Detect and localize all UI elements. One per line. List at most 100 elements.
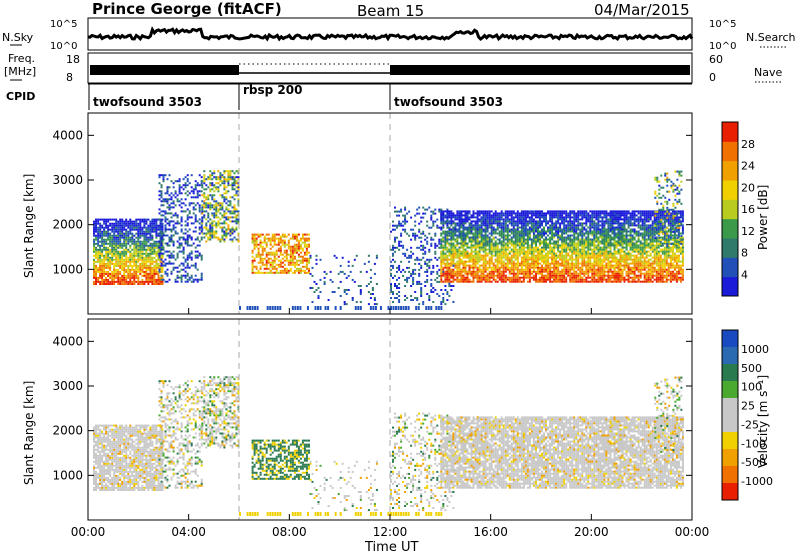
power-cell — [501, 241, 503, 243]
power-cell — [191, 281, 193, 283]
power-cell — [571, 241, 573, 243]
power-cell — [444, 233, 446, 235]
power-cell — [306, 262, 308, 264]
power-cell — [221, 174, 223, 176]
power-cell — [119, 263, 121, 265]
power-cell — [187, 178, 189, 180]
power-cell — [177, 198, 179, 200]
power-cell — [465, 241, 467, 243]
power-cell — [179, 180, 181, 182]
power-cell — [284, 234, 286, 236]
power-cell — [149, 253, 151, 255]
power-cell — [529, 249, 531, 251]
power-cell — [551, 271, 553, 273]
power-cell — [227, 210, 229, 212]
power-cell — [404, 295, 406, 297]
power-cell — [163, 198, 165, 200]
power-cell — [503, 273, 505, 275]
power-cell — [489, 212, 491, 214]
power-cell — [290, 270, 292, 272]
power-cell — [477, 281, 479, 283]
power-cell — [93, 249, 95, 251]
power-cell — [153, 241, 155, 243]
power-cell — [99, 247, 101, 249]
power-cell — [581, 212, 583, 214]
power-cell — [557, 249, 559, 251]
power-cell — [201, 184, 203, 186]
power-cell — [513, 210, 515, 212]
power-cell — [101, 275, 103, 277]
power-cell — [125, 259, 127, 261]
power-cell — [519, 243, 521, 245]
power-cell — [483, 259, 485, 261]
power-cell — [141, 219, 143, 221]
power-cell — [107, 233, 109, 235]
power-cell — [296, 236, 298, 238]
power-cell — [312, 275, 314, 277]
power-cell — [477, 245, 479, 247]
power-cell — [585, 273, 587, 275]
power-cell — [278, 266, 280, 268]
power-cell — [446, 275, 448, 277]
power-cell — [446, 267, 448, 269]
power-cell — [149, 245, 151, 247]
power-cell — [527, 277, 529, 279]
power-cell — [404, 285, 406, 287]
power-cell — [195, 255, 197, 257]
power-cell — [99, 245, 101, 247]
power-cell — [545, 231, 547, 233]
power-cell — [465, 218, 467, 220]
power-cell — [135, 261, 137, 263]
power-cell — [207, 198, 209, 200]
power-cell — [125, 245, 127, 247]
power-cell — [158, 277, 160, 279]
power-cell — [448, 233, 450, 235]
power-cell — [585, 265, 587, 267]
power-cell — [300, 248, 302, 250]
power-cell — [213, 235, 215, 237]
power-cell — [450, 210, 452, 212]
power-cell — [521, 249, 523, 251]
power-cell — [495, 253, 497, 255]
power-cell — [183, 233, 185, 235]
power-cell — [513, 212, 515, 214]
power-cell — [569, 231, 571, 233]
power-cell — [173, 257, 175, 259]
power-cell — [221, 237, 223, 239]
power-cell — [161, 184, 163, 186]
power-cell — [479, 277, 481, 279]
power-cell — [523, 220, 525, 222]
power-cell — [446, 237, 448, 239]
power-cell — [368, 283, 370, 285]
power-cell — [422, 245, 424, 247]
power-cell — [583, 259, 585, 261]
power-cell — [446, 265, 448, 267]
power-cell — [101, 231, 103, 233]
power-cell — [523, 245, 525, 247]
power-cell — [465, 261, 467, 263]
power-cell — [119, 265, 121, 267]
power-cell — [181, 229, 183, 231]
power-cell — [475, 255, 477, 257]
power-cell — [557, 273, 559, 275]
power-cell — [185, 192, 187, 194]
power-cell — [159, 271, 161, 273]
power-cell — [549, 212, 551, 214]
power-cell — [151, 267, 153, 269]
power-cell — [454, 273, 456, 275]
power-cell — [137, 253, 139, 255]
power-cell — [517, 237, 519, 239]
power-cell — [256, 234, 258, 236]
power-cell — [442, 257, 444, 259]
power-cell — [298, 272, 300, 274]
power-cell — [515, 269, 517, 271]
power-cell — [485, 261, 487, 263]
power-cell — [465, 229, 467, 231]
power-cell — [223, 184, 225, 186]
power-cell — [505, 218, 507, 220]
power-cell — [137, 219, 139, 221]
power-cell — [179, 271, 181, 273]
power-cell — [555, 220, 557, 222]
power-cell — [201, 190, 203, 192]
power-cell — [501, 222, 503, 224]
